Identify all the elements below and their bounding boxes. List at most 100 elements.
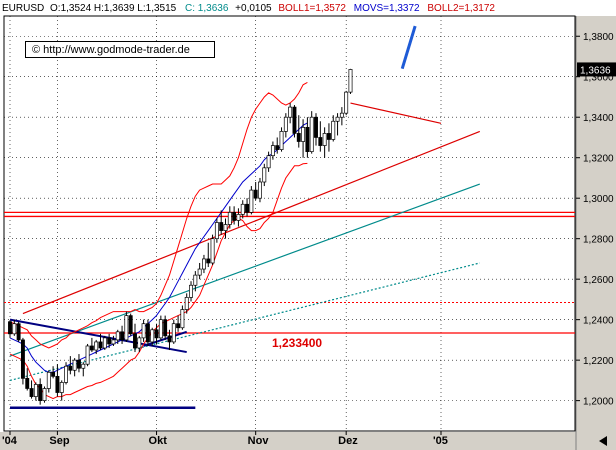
candle-body-up [258, 181, 262, 199]
candle-body-down [219, 222, 224, 231]
header-change: +0,0105 [235, 3, 272, 14]
candle-body-down [296, 133, 301, 142]
candle [318, 121, 323, 152]
candle-body-down [167, 335, 172, 343]
candle [193, 271, 198, 292]
header-symbol: EURUSD [2, 3, 44, 14]
candle [214, 218, 219, 243]
series-boll1 [9, 81, 308, 349]
candle [8, 320, 12, 338]
candle [309, 111, 314, 154]
candle-body-down [275, 145, 280, 150]
candle [266, 151, 271, 172]
candle [64, 362, 68, 385]
header-boll2: BOLL2=1,3172 [427, 3, 495, 14]
candle [249, 186, 254, 215]
y-tick-label: 1,3000 [583, 194, 614, 205]
trendline [350, 102, 442, 124]
candle-body-down [245, 203, 249, 213]
candle [46, 370, 51, 393]
candle [72, 358, 77, 377]
candle-body-down [206, 258, 211, 264]
candle-body-up [137, 337, 142, 349]
candle [335, 113, 340, 136]
candle-body-up [64, 365, 68, 383]
x-tick-label: Dez [338, 435, 358, 447]
candle-body-up [124, 315, 129, 341]
candle [189, 281, 193, 302]
series-boll2 [9, 162, 308, 400]
candle [55, 364, 60, 397]
candle-body-up [344, 91, 349, 114]
y-axis-panel [576, 16, 616, 450]
x-tick-label: Nov [248, 435, 270, 447]
candle [314, 113, 318, 146]
candle-body-up [193, 274, 198, 286]
candle [180, 305, 185, 330]
candle-body-down [38, 384, 43, 401]
candle-body-down [232, 212, 237, 221]
candle [184, 293, 189, 314]
trendline [9, 318, 187, 354]
candle-body-down [314, 116, 318, 138]
header-boll1: BOLL1=1,3572 [278, 3, 346, 14]
candle [279, 127, 284, 152]
candle-body-up [301, 126, 306, 142]
candle-body-down [51, 371, 56, 377]
x-tick-label: Sep [49, 435, 69, 447]
candle [348, 68, 353, 94]
candle-body-down [29, 388, 34, 397]
candle-body-down [133, 333, 137, 349]
candle-body-up [322, 133, 327, 146]
last-price-marker [577, 62, 616, 77]
candle-body-up [279, 131, 284, 150]
candle [344, 90, 349, 116]
candle [171, 319, 176, 344]
candle [59, 380, 64, 401]
candle-body-down [25, 378, 30, 389]
candle [51, 366, 56, 379]
candle [331, 115, 336, 142]
candle [94, 339, 99, 355]
y-tick-label: 1,2000 [583, 397, 614, 408]
candle-body-up [348, 69, 353, 93]
header-movs: MOVS=1,3372 [354, 3, 420, 14]
header-ohlc: O:1,3524 H:1,3639 L:1,3515 [50, 3, 177, 14]
candle [206, 242, 211, 268]
y-tick-label: 1,2200 [583, 356, 614, 367]
last-price-label: 1,3636 [580, 65, 611, 76]
candle-body-up [197, 268, 202, 276]
y-tick-label: 1,2400 [583, 316, 614, 327]
y-tick-label: 1,3400 [583, 113, 614, 124]
scroll-arrow-icon [599, 436, 607, 446]
candle [326, 123, 331, 152]
candle [283, 113, 288, 138]
candle-body-down [292, 106, 297, 134]
candle-body-up [283, 116, 288, 132]
level-label: 1,233400 [272, 336, 322, 350]
candle [210, 234, 215, 265]
candle [120, 325, 125, 344]
candle-body-down [145, 323, 150, 343]
y-tick-label: 1,3800 [583, 32, 614, 43]
candle-body-down [20, 339, 25, 379]
candle [25, 368, 30, 391]
candle-body-up [240, 203, 245, 215]
candle [197, 262, 202, 280]
candle [305, 117, 310, 158]
candle [150, 327, 155, 346]
candle [102, 335, 107, 351]
candle-body-down [163, 319, 168, 337]
candle [262, 163, 267, 187]
candle-body-up [331, 120, 336, 140]
candle-body-up [158, 319, 163, 339]
candle [245, 198, 249, 217]
series-movs [9, 122, 308, 373]
candle-body-down [16, 323, 21, 341]
candle-body-up [33, 384, 38, 397]
plot-area: 1,233400 [3, 15, 576, 432]
candle-body-down [89, 345, 94, 351]
candle [258, 177, 262, 203]
candle-body-down [253, 189, 258, 199]
